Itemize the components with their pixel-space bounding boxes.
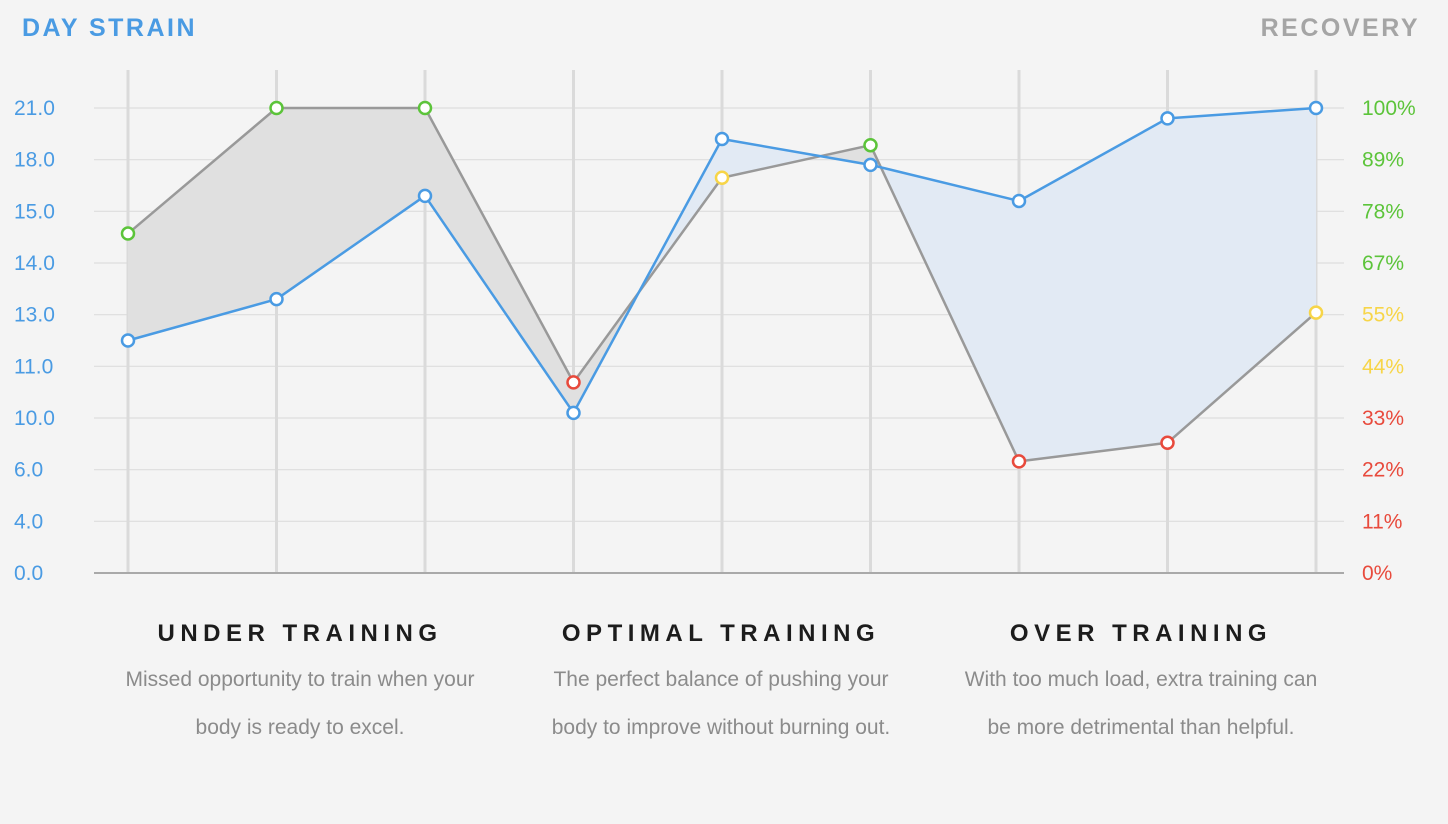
zone-description: Missed opportunity to train when your bo… xyxy=(110,656,490,752)
right-tick-label: 11% xyxy=(1362,510,1402,533)
left-tick-label: 6.0 xyxy=(14,459,43,482)
right-tick-label: 33% xyxy=(1362,407,1404,430)
recovery-point[interactable] xyxy=(865,139,877,151)
recovery-point[interactable] xyxy=(419,102,431,114)
left-tick-label: 4.0 xyxy=(14,510,43,533)
left-tick-label: 14.0 xyxy=(14,252,55,275)
right-tick-label: 100% xyxy=(1362,97,1416,120)
recovery-point[interactable] xyxy=(271,102,283,114)
right-tick-label: 0% xyxy=(1362,562,1392,585)
left-tick-label: 18.0 xyxy=(14,149,55,172)
strain-point[interactable] xyxy=(1310,102,1322,114)
recovery-point[interactable] xyxy=(716,172,728,184)
left-axis-ticks: 0.0 4.0 6.0 10.0 11.0 13.0 14.0 15.0 18.0 21.0 xyxy=(14,97,55,585)
right-axis-ticks: 0% 11% 22% 33% 44% 55% 67% 78% 89% 100% xyxy=(1362,97,1416,585)
left-tick-label: 15.0 xyxy=(14,200,55,223)
area-fill-segment xyxy=(277,108,426,299)
zone-title: UNDER TRAINING xyxy=(90,620,510,648)
right-tick-label: 67% xyxy=(1362,252,1404,275)
zone-title: OVER TRAINING xyxy=(931,620,1351,648)
left-tick-label: 21.0 xyxy=(14,97,55,120)
zone-description: The perfect balance of pushing your body… xyxy=(541,656,901,752)
area-fill-segment xyxy=(425,108,574,413)
area-fill-segment xyxy=(1019,118,1168,461)
recovery-point[interactable] xyxy=(122,228,134,240)
strain-point[interactable] xyxy=(1162,112,1174,124)
zone-description: With too much load, extra training can b… xyxy=(951,656,1331,752)
strain-point[interactable] xyxy=(122,335,134,347)
right-tick-label: 55% xyxy=(1362,304,1404,327)
recovery-point[interactable] xyxy=(568,376,580,388)
zone-title: OPTIMAL TRAINING xyxy=(511,620,931,648)
left-tick-label: 13.0 xyxy=(14,304,55,327)
right-tick-label: 22% xyxy=(1362,459,1404,482)
left-tick-label: 0.0 xyxy=(14,562,43,585)
recovery-point[interactable] xyxy=(1013,455,1025,467)
recovery-point[interactable] xyxy=(1162,437,1174,449)
strain-point[interactable] xyxy=(716,133,728,145)
recovery-point[interactable] xyxy=(1310,307,1322,319)
strain-recovery-chart: 0.0 4.0 6.0 10.0 11.0 13.0 14.0 15.0 18.0 21.0 0%… xyxy=(0,0,1448,600)
strain-point[interactable] xyxy=(1013,195,1025,207)
right-tick-label: 78% xyxy=(1362,200,1404,223)
left-tick-label: 11.0 xyxy=(14,355,53,378)
area-fill-segment xyxy=(1168,108,1317,443)
right-tick-label: 89% xyxy=(1362,149,1404,172)
left-tick-label: 10.0 xyxy=(14,407,55,430)
zone-optimal-training: OPTIMAL TRAINING The perfect balance of … xyxy=(511,620,931,752)
strain-point[interactable] xyxy=(271,293,283,305)
right-tick-label: 44% xyxy=(1362,355,1404,378)
strain-point[interactable] xyxy=(568,407,580,419)
strain-point[interactable] xyxy=(419,190,431,202)
zone-under-training: UNDER TRAINING Missed opportunity to tra… xyxy=(90,620,510,752)
strain-point[interactable] xyxy=(865,159,877,171)
zone-over-training: OVER TRAINING With too much load, extra … xyxy=(931,620,1351,752)
